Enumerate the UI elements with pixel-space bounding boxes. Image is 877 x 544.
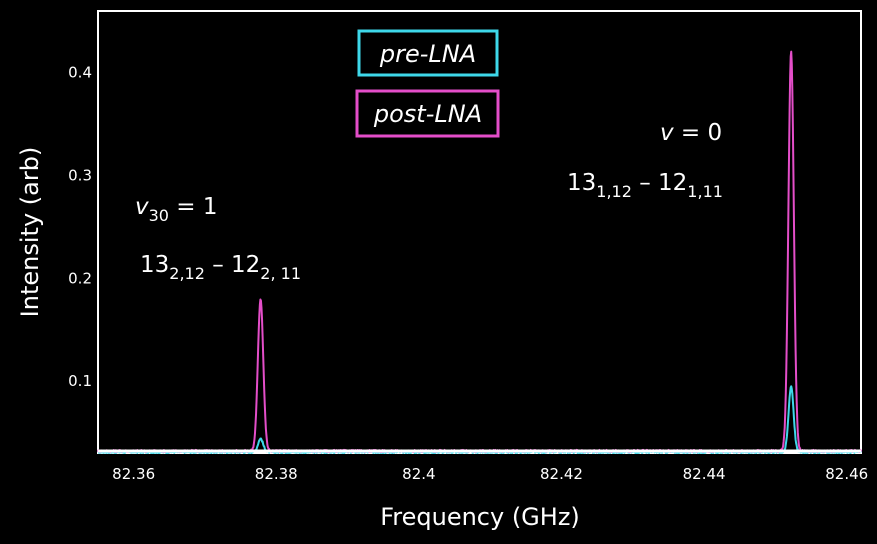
legend-item-pre-lna: pre-LNA [357,29,499,77]
plot-frame [97,10,862,454]
y-axis-title: Intensity (arb) [16,147,44,318]
legend-box-post-lna [355,89,500,138]
annotation-part: v [135,194,149,220]
legend-label-post-lna: post-LNA [373,100,482,128]
x-tick-labels: 82.36 82.38 82.4 82.42 82.44 82.46 [112,465,868,483]
legend-label-pre-lna: pre-LNA [379,40,476,68]
annotation-part: 30 [149,206,169,225]
x-tick-label: 82.42 [540,465,583,483]
y-tick-label: 0.4 [68,64,92,82]
annotation-part: 2, 11 [260,264,301,283]
annotation-v0-line-2: 131,12 – 121,11 [567,170,723,201]
annotation-v30-line-2: 132,12 – 122, 11 [140,252,301,283]
x-tick-label: 82.46 [825,465,868,483]
legend-item-post-lna: post-LNA [355,89,500,138]
y-tick-label: 0.2 [68,269,92,287]
y-tick-labels: 0.1 0.2 0.3 0.4 [68,64,92,390]
annotation-part: 13 [567,170,596,196]
x-axis-title: Frequency (GHz) [380,503,580,531]
y-tick-label: 0.1 [68,372,92,390]
x-tick-label: 82.36 [112,465,155,483]
annotation-part: 1,11 [687,182,723,201]
annotation-part: = 0 [674,120,723,146]
x-tick-label: 82.4 [402,465,435,483]
legend-box-pre-lna [357,29,499,77]
annotation-v0-line-1: v = 0 [660,120,722,146]
annotation-part: – 12 [632,170,687,196]
annotation-v30-line-1: v30 = 1 [135,194,218,225]
annotation-part: 1,12 [596,182,632,201]
annotation-part: – 12 [205,252,260,278]
annotation-part: 2,12 [169,264,205,283]
x-tick-label: 82.38 [255,465,298,483]
annotation-part: 13 [140,252,169,278]
annotation-part: v [660,120,674,146]
annotation-part: = 1 [169,194,218,220]
legend: pre-LNA post-LNA [355,29,500,138]
x-tick-label: 82.44 [683,465,726,483]
y-tick-label: 0.3 [68,166,92,184]
series-line-pre-lna [97,385,862,454]
